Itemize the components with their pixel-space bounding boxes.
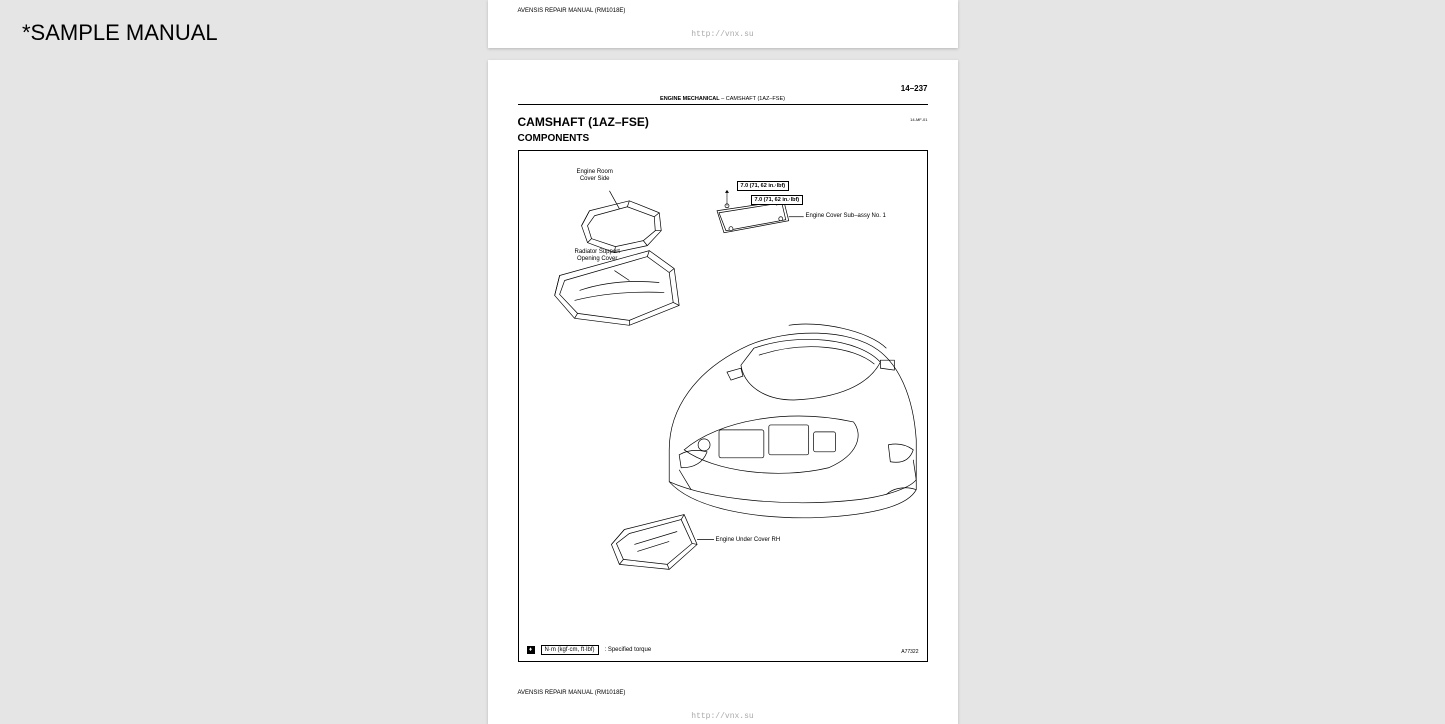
legend-row: ♦ N·m (kgf·cm, ft·lbf) : Specified torqu… <box>527 645 919 655</box>
diagram-svg <box>519 151 927 661</box>
legend-icon: ♦ <box>527 646 535 654</box>
torque-spec-2: 7.0 (71, 62 in.·lbf) <box>751 195 804 205</box>
title-row: CAMSHAFT (1AZ–FSE) 14-MF-01 <box>518 115 928 129</box>
callout-engine-under-cover: Engine Under Cover RH <box>716 537 781 544</box>
part-engine-under-cover <box>611 515 697 570</box>
callout-engine-cover-sub: Engine Cover Sub–assy No. 1 <box>806 213 886 220</box>
legend-label: : Specified torque <box>605 647 652 653</box>
torque-spec-1: 7.0 (71, 62 in.·lbf) <box>737 181 790 191</box>
components-diagram: Engine RoomCover Side Radiator SupportOp… <box>518 150 928 662</box>
part-engine-room-cover <box>581 201 661 253</box>
page-stack: AVENSIS REPAIR MANUAL (RM1018E) http://v… <box>488 0 958 724</box>
page-subtitle: COMPONENTS <box>518 133 928 144</box>
callout-engine-room-cover: Engine RoomCover Side <box>577 169 613 183</box>
sample-watermark: *SAMPLE MANUAL <box>22 20 218 46</box>
footer-url-main: http://vnx.su <box>518 712 928 721</box>
page-number: 14–237 <box>518 84 928 93</box>
legend-unit-box: N·m (kgf·cm, ft·lbf) <box>541 645 599 655</box>
callout-radiator-support: Radiator SupportOpening Cover <box>575 249 620 263</box>
title-code: 14-MF-01 <box>910 117 927 122</box>
footer-url: http://vnx.su <box>518 30 928 39</box>
header-section: ENGINE MECHANICAL <box>660 96 720 102</box>
car-body-outline <box>669 324 916 518</box>
previous-page-footer: AVENSIS REPAIR MANUAL (RM1018E) http://v… <box>488 0 958 48</box>
page-header: ENGINE MECHANICAL – CAMSHAFT (1AZ–FSE) <box>518 96 928 105</box>
manual-ref-main: AVENSIS REPAIR MANUAL (RM1018E) <box>518 690 928 696</box>
manual-page: 14–237 ENGINE MECHANICAL – CAMSHAFT (1AZ… <box>488 60 958 724</box>
page-title: CAMSHAFT (1AZ–FSE) <box>518 115 649 129</box>
manual-ref: AVENSIS REPAIR MANUAL (RM1018E) <box>518 8 928 14</box>
figure-code: A77322 <box>901 649 918 655</box>
header-subsection: CAMSHAFT (1AZ–FSE) <box>726 96 785 102</box>
